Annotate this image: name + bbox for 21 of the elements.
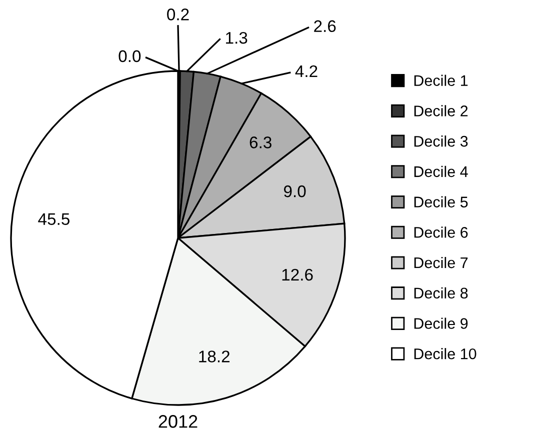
data-label: 18.2: [199, 350, 230, 362]
text: 2012: [158, 415, 198, 428]
legend-label: Decile 3: [414, 136, 468, 147]
legend-label: Decile 4: [414, 166, 468, 178]
legend-label: Decile 6: [414, 226, 468, 238]
data-label: 1.3: [226, 32, 248, 44]
data-label: 4.2: [295, 65, 318, 77]
legend-label: Decile 5: [414, 196, 468, 208]
legend-label: Decile 8: [414, 287, 468, 299]
legend-label: Decile 10: [414, 348, 476, 360]
data-label: 6.3: [250, 136, 272, 148]
data-label: 2.6: [314, 20, 336, 32]
data-label: 0.2: [167, 8, 189, 20]
legend-label: Decile 1: [414, 74, 468, 86]
data-label: 12.6: [282, 268, 313, 281]
legend-label: Decile 2: [414, 105, 468, 116]
legend-label: Decile 7: [414, 256, 468, 268]
legend-label: Decile 9: [414, 318, 468, 329]
text: 0.0: [118, 50, 141, 62]
data-label: 45.5: [38, 213, 70, 226]
data-label: 9.0: [284, 185, 306, 198]
